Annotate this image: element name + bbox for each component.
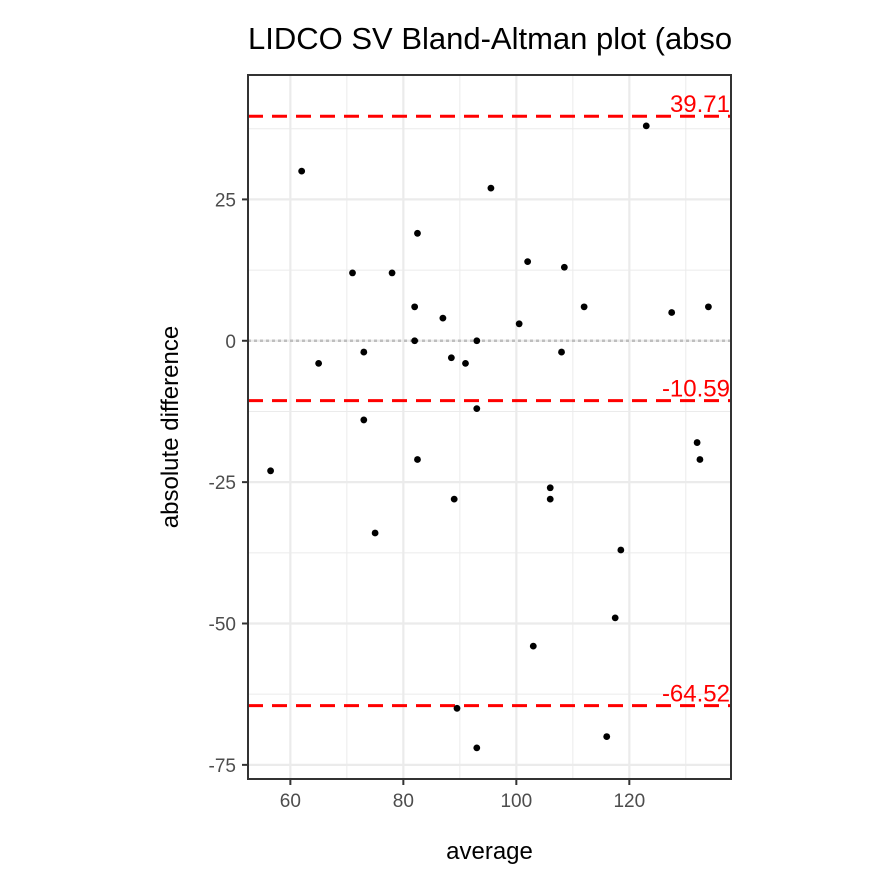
data-point [696,456,704,463]
x-tick-label: 120 [613,791,645,812]
data-point [414,229,421,237]
x-axis-title: average [446,838,533,865]
data-point [462,359,469,367]
data-point [546,484,554,492]
data-point [267,467,274,475]
data-point [453,704,461,712]
data-point [487,184,495,192]
axis-layer: 60 80 100 120 -75 -50 -25 0 25 [209,190,646,812]
y-tick-label: -75 [209,756,236,777]
data-points-layer [267,122,712,752]
data-point [447,354,455,362]
y-tick-label: -25 [209,473,236,494]
grid-layer [248,75,731,779]
x-tick-label: 100 [500,791,532,812]
y-tick-label: -50 [209,614,236,635]
reference-lines-layer: 39.71 -10.59 -64.52 [248,91,731,708]
data-point [693,439,701,446]
chart-title: LIDCO SV Bland-Altman plot (abso [248,21,732,56]
data-point [371,529,379,537]
x-tick-label: 80 [393,791,414,812]
data-point [360,416,368,424]
reference-line-label: -10.59 [662,376,730,403]
data-point [558,348,565,356]
data-point [411,337,419,345]
data-point [388,269,396,277]
data-point [298,167,306,175]
data-point [349,269,356,277]
data-point [617,546,625,554]
data-point [411,303,419,311]
data-point [414,456,421,463]
data-point [611,614,619,622]
data-point [473,337,481,345]
reference-line-label: 39.71 [670,91,730,118]
data-point [515,320,523,328]
y-tick-label: 0 [225,332,236,353]
y-axis-title: absolute difference [157,326,184,528]
data-point [580,303,588,311]
x-tick-label: 60 [280,791,301,812]
data-point [560,263,568,271]
panel-border [247,74,732,780]
data-point [546,495,554,503]
data-point [529,642,537,650]
data-point [450,495,458,503]
data-point [603,733,611,740]
data-point [315,359,323,367]
data-point [360,348,368,356]
data-point [668,309,676,316]
data-point [473,405,481,413]
reference-line-label: -64.52 [662,681,730,708]
data-point [439,314,447,322]
data-point [642,122,650,130]
y-tick-label: 25 [215,190,236,211]
data-point [524,258,532,266]
data-point [705,303,712,311]
data-point [473,744,481,752]
